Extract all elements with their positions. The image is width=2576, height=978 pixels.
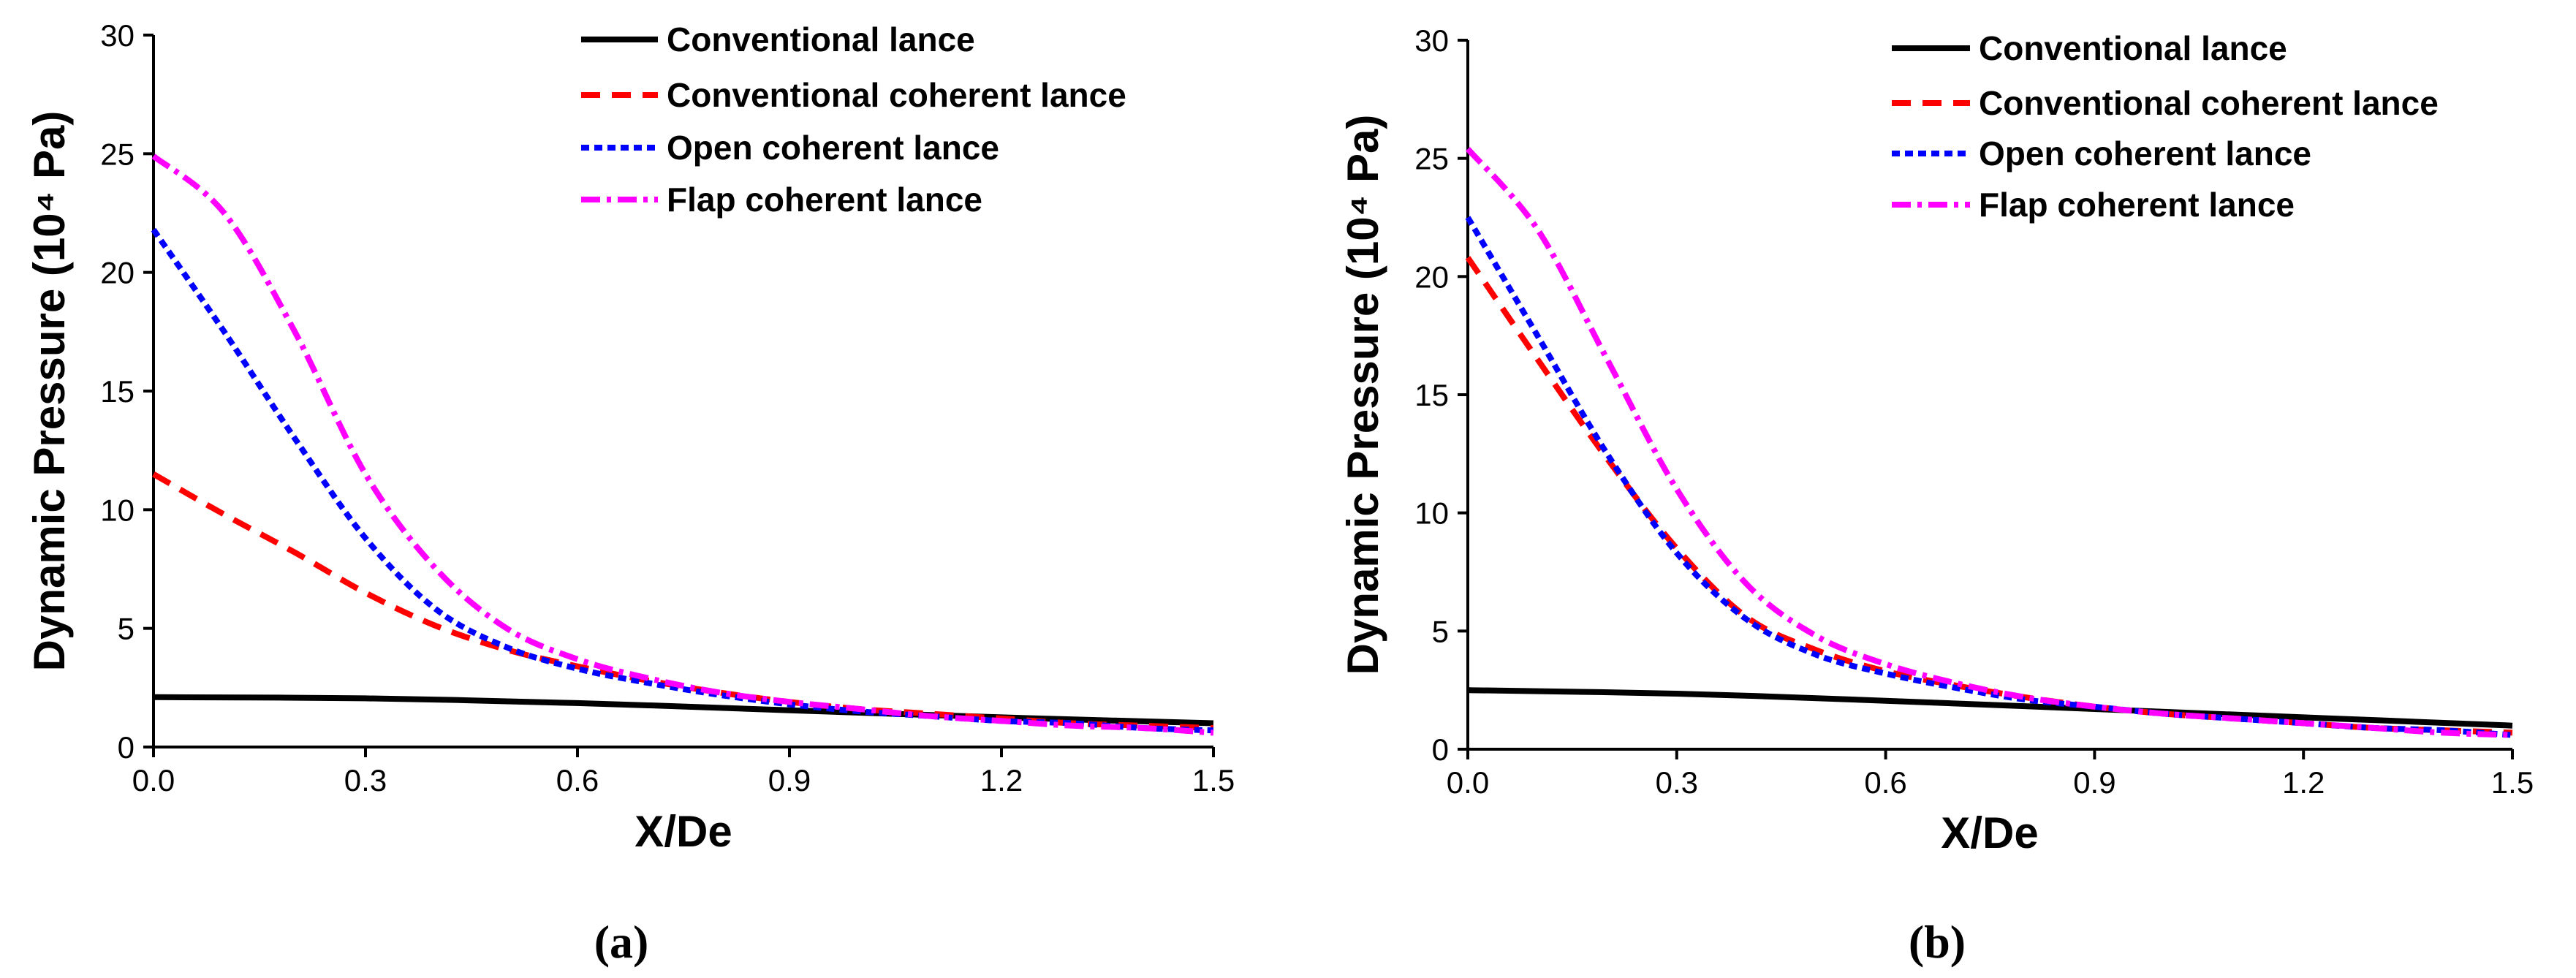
legend-label: Flap coherent lance [667,181,982,219]
y-tick-label: 10 [1414,496,1449,531]
panel-label-a: (a) [594,916,649,968]
series-group-b [1465,147,2513,738]
x-tick-label: 0.3 [1656,765,1698,800]
y-tick-label: 25 [100,137,135,171]
series-line-conventional-coherent-lance [1465,256,2513,736]
x-ticks-b: 0.0 0.3 0.6 0.9 1.2 1.5 [1447,749,2534,800]
x-tick-label: 0.0 [1447,765,1489,800]
legend-label: Conventional lance [1979,29,2287,67]
legend-label: Flap coherent lance [1979,186,2295,224]
series-line-open-coherent-lance [1465,216,2513,738]
x-tick-label: 1.2 [980,763,1023,797]
y-tick-label: 0 [1432,732,1449,767]
x-axis-label-a: X/De [634,807,732,856]
series-line-open-coherent-lance [151,227,1214,734]
y-tick-label: 25 [1414,142,1449,176]
chart-panel-a: 0 5 10 15 20 25 30 0.0 0.3 0.6 0.9 1.2 1.5 Dynamic … [25,18,1235,968]
x-tick-label: 0.9 [2073,765,2115,800]
y-tick-label: 30 [1414,23,1449,58]
x-ticks-a: 0.0 0.3 0.6 0.9 1.2 1.5 [132,747,1235,797]
legend-label: Open coherent lance [667,129,999,167]
y-axis-label-a: Dynamic Pressure (10⁴ Pa) [25,111,74,672]
x-tick-label: 1.5 [1192,763,1235,797]
y-tick-label: 20 [1414,259,1449,294]
series-line-flap-coherent-lance [1465,147,2513,738]
y-tick-label: 10 [100,493,135,527]
legend-label: Open coherent lance [1979,134,2311,173]
series-group-a [151,153,1214,736]
y-tick-label: 30 [100,18,135,53]
y-ticks-b: 0 5 10 15 20 25 30 [1414,23,1468,767]
y-tick-label: 5 [118,612,135,646]
x-tick-label: 0.6 [1864,765,1906,800]
y-tick-label: 5 [1432,614,1449,648]
x-tick-label: 0.3 [344,763,387,797]
x-tick-label: 0.6 [556,763,599,797]
y-axis-label-b: Dynamic Pressure (10⁴ Pa) [1338,115,1387,675]
x-tick-label: 1.5 [2491,765,2534,800]
legend-label: Conventional coherent lance [667,76,1126,114]
panel-label-b: (b) [1909,916,1966,968]
x-tick-label: 0.0 [132,763,175,797]
series-line-conventional-lance [1467,687,2513,729]
legend-a: Conventional lance Conventional coherent… [581,20,1126,219]
x-tick-label: 1.2 [2282,765,2325,800]
x-axis-label-b: X/De [1941,808,2038,857]
series-line-flap-coherent-lance [151,153,1214,736]
legend-label: Conventional coherent lance [1979,84,2439,122]
x-tick-label: 0.9 [768,763,811,797]
y-tick-label: 0 [118,730,135,765]
legend-label: Conventional lance [667,20,975,58]
chart-panel-b: 0 5 10 15 20 25 30 0.0 0.3 0.6 0.9 1.2 1.5 Dynamic … [1338,23,2534,968]
y-tick-label: 20 [100,256,135,290]
y-ticks-a: 0 5 10 15 20 25 30 [100,18,154,765]
y-tick-label: 15 [1414,378,1449,412]
y-tick-label: 15 [100,374,135,409]
series-line-conventional-lance [153,694,1214,727]
legend-b: Conventional lance Conventional coherent… [1892,29,2439,224]
